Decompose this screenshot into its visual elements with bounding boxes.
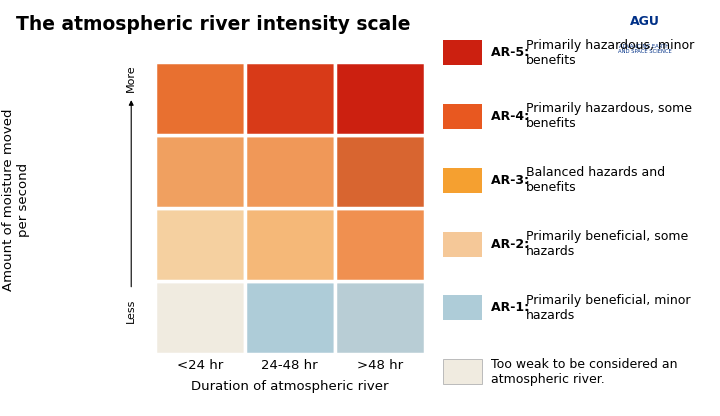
Bar (155, 281, 245, 354)
Bar (335, 281, 425, 354)
Text: Amount of moisture moved
per second: Amount of moisture moved per second (2, 109, 30, 291)
Text: AR-3:: AR-3: (491, 174, 534, 187)
Text: AR-2:: AR-2: (491, 238, 534, 250)
Text: Less: Less (126, 298, 136, 323)
Text: Balanced hazards and
benefits: Balanced hazards and benefits (526, 166, 665, 194)
Text: Too weak to be considered an
atmospheric river.: Too weak to be considered an atmospheric… (491, 358, 678, 386)
Bar (335, 135, 425, 208)
Text: The atmospheric river intensity scale: The atmospheric river intensity scale (16, 15, 410, 34)
Text: Primarily hazardous, minor
benefits: Primarily hazardous, minor benefits (526, 39, 694, 67)
Text: More: More (126, 64, 136, 92)
Text: AR-4:: AR-4: (491, 110, 534, 123)
Bar (155, 135, 245, 208)
Bar (335, 62, 425, 135)
Text: Primarily hazardous, some
benefits: Primarily hazardous, some benefits (526, 102, 692, 131)
Bar (335, 208, 425, 281)
Text: AGU: AGU (629, 15, 660, 27)
Bar (245, 208, 335, 281)
Text: AR-1:: AR-1: (491, 301, 534, 314)
Bar (245, 62, 335, 135)
Text: AR-5:: AR-5: (491, 46, 534, 59)
Bar (155, 62, 245, 135)
Text: Primarily beneficial, minor
hazards: Primarily beneficial, minor hazards (526, 294, 690, 322)
Text: ADVANCING EARTH
AND SPACE SCIENCE: ADVANCING EARTH AND SPACE SCIENCE (618, 44, 671, 54)
X-axis label: Duration of atmospheric river: Duration of atmospheric river (191, 381, 389, 394)
Text: Primarily beneficial, some
hazards: Primarily beneficial, some hazards (526, 230, 688, 258)
Bar (245, 281, 335, 354)
Bar (245, 135, 335, 208)
Bar (155, 208, 245, 281)
